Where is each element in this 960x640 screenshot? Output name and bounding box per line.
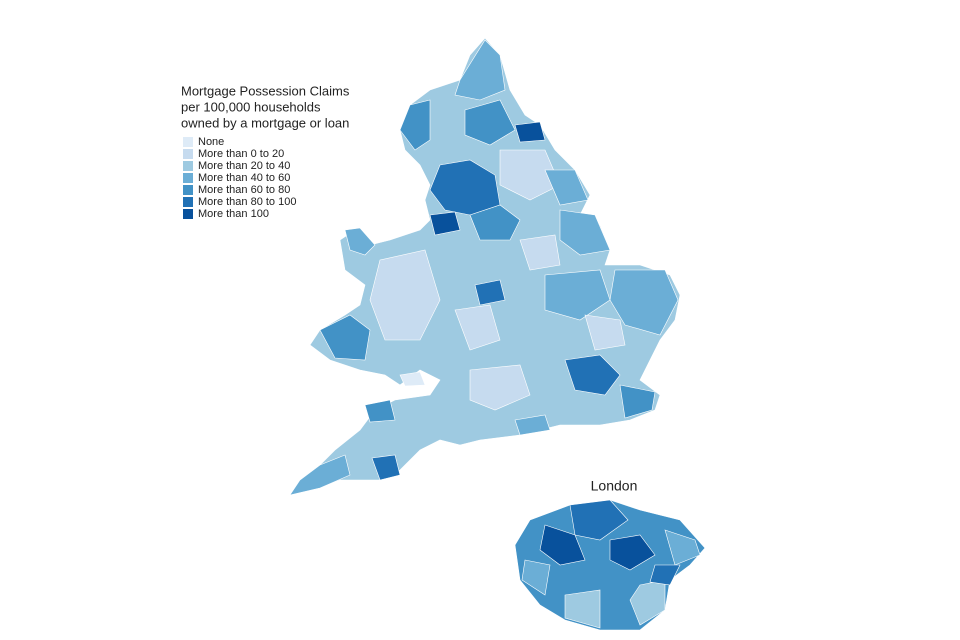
region [514, 121, 546, 143]
region [609, 269, 679, 336]
region [469, 364, 531, 411]
legend-title: owned by a mortgage or loan [181, 115, 349, 130]
region [544, 269, 611, 321]
region [514, 414, 551, 436]
region [474, 279, 506, 306]
legend-swatch [183, 173, 193, 183]
region [499, 149, 561, 201]
region [664, 529, 701, 566]
legend-title: Mortgage Possession Claims [181, 83, 350, 98]
map-regions [289, 37, 681, 496]
region [564, 354, 621, 396]
region [619, 384, 656, 419]
legend-label: More than 20 to 40 [198, 160, 290, 172]
legend-label: More than 60 to 80 [198, 184, 290, 196]
london-inset [514, 499, 706, 631]
region [454, 304, 501, 351]
region [364, 399, 396, 423]
legend-label: None [198, 136, 224, 148]
legend-swatch [183, 197, 193, 207]
region [544, 169, 589, 206]
legend-swatch [183, 185, 193, 195]
legend-swatch [183, 137, 193, 147]
region [344, 227, 376, 256]
region [469, 204, 521, 241]
legend-swatch [183, 149, 193, 159]
legend-label: More than 0 to 20 [198, 148, 284, 160]
legend-label: More than 40 to 60 [198, 172, 290, 184]
legend-swatch [183, 209, 193, 219]
legend-label: More than 80 to 100 [198, 196, 296, 208]
region [369, 249, 441, 341]
region [454, 39, 506, 101]
region [539, 524, 586, 566]
inset-title: London [591, 478, 638, 494]
region [569, 499, 629, 541]
region [564, 589, 601, 629]
region [429, 211, 461, 236]
region [584, 314, 626, 351]
legend-title: per 100,000 households [181, 99, 321, 114]
region [399, 371, 426, 387]
region [289, 454, 351, 496]
legend-label: More than 100 [198, 208, 269, 220]
region [649, 564, 681, 586]
region [371, 454, 401, 481]
region [519, 234, 561, 271]
region [559, 209, 611, 256]
region [609, 534, 656, 571]
region [521, 559, 551, 596]
region [319, 314, 371, 361]
region [399, 99, 431, 151]
legend-swatch [183, 161, 193, 171]
region [464, 99, 516, 146]
